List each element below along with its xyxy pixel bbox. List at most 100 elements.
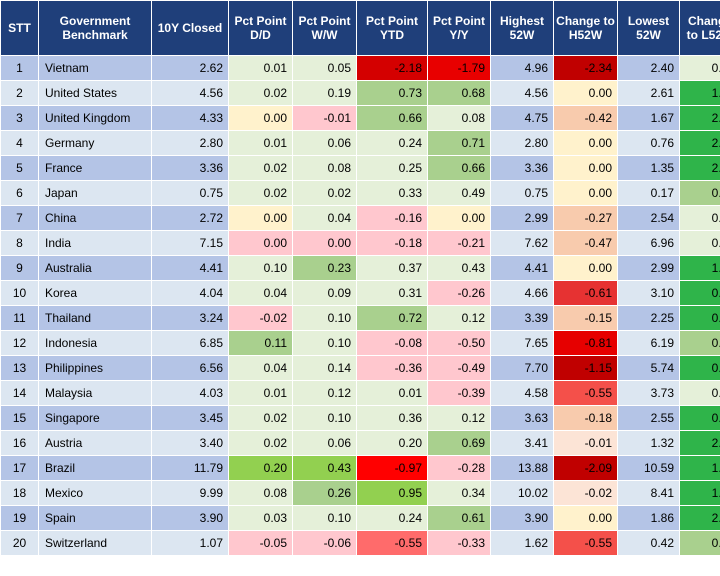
cell-low52: 2.55 (617, 405, 680, 431)
cell-ytd: 0.72 (356, 305, 428, 331)
cell-yy: -0.39 (427, 380, 491, 406)
cell-ytd: 0.24 (356, 505, 428, 531)
cell-ch52: -0.81 (553, 330, 618, 356)
cell-ytd: 0.33 (356, 180, 428, 206)
cell-dd: 0.02 (228, 405, 293, 431)
cell-cl52: 2.66 (679, 105, 720, 131)
cell-stt: 7 (0, 205, 39, 231)
cell-high52: 4.41 (490, 255, 554, 281)
cell-closed: 6.56 (151, 355, 229, 381)
cell-dd: 0.03 (228, 505, 293, 531)
cell-stt: 10 (0, 280, 39, 306)
cell-benchmark: Austria (38, 430, 152, 456)
cell-ytd: 0.66 (356, 105, 428, 131)
cell-low52: 1.32 (617, 430, 680, 456)
cell-dd: 0.10 (228, 255, 293, 281)
cell-yy: 0.12 (427, 305, 491, 331)
cell-ch52: -0.55 (553, 530, 618, 556)
cell-dd: 0.01 (228, 380, 293, 406)
cell-yy: 0.12 (427, 405, 491, 431)
header-stt: STT (0, 0, 39, 56)
cell-high52: 3.90 (490, 505, 554, 531)
cell-ww: 0.06 (292, 430, 357, 456)
cell-dd: 0.02 (228, 155, 293, 181)
cell-closed: 4.33 (151, 105, 229, 131)
cell-closed: 4.56 (151, 80, 229, 106)
cell-ch52: -2.09 (553, 455, 618, 481)
cell-benchmark: Indonesia (38, 330, 152, 356)
cell-ytd: 0.95 (356, 480, 428, 506)
cell-ytd: 0.73 (356, 80, 428, 106)
cell-low52: 10.59 (617, 455, 680, 481)
cell-closed: 3.45 (151, 405, 229, 431)
cell-yy: 0.00 (427, 205, 491, 231)
cell-dd: 0.02 (228, 430, 293, 456)
cell-ch52: -0.47 (553, 230, 618, 256)
cell-yy: 0.34 (427, 480, 491, 506)
cell-stt: 18 (0, 480, 39, 506)
cell-low52: 2.25 (617, 305, 680, 331)
cell-high52: 3.41 (490, 430, 554, 456)
table-row: 14 Malaysia 4.03 0.01 0.12 0.01 -0.39 4.58 -0.55… (0, 380, 720, 406)
cell-benchmark: Thailand (38, 305, 152, 331)
cell-high52: 7.65 (490, 330, 554, 356)
cell-ch52: -0.42 (553, 105, 618, 131)
cell-ytd: -0.16 (356, 205, 428, 231)
cell-yy: 0.66 (427, 155, 491, 181)
cell-low52: 6.19 (617, 330, 680, 356)
cell-high52: 3.36 (490, 155, 554, 181)
cell-ytd: -0.97 (356, 455, 428, 481)
cell-benchmark: Vietnam (38, 55, 152, 81)
cell-closed: 2.62 (151, 55, 229, 81)
cell-yy: -0.28 (427, 455, 491, 481)
cell-yy: -0.50 (427, 330, 491, 356)
cell-cl52: 0.66 (679, 330, 720, 356)
cell-cl52: 2.01 (679, 155, 720, 181)
cell-dd: 0.04 (228, 355, 293, 381)
table-row: 16 Austria 3.40 0.02 0.06 0.20 0.69 3.41 -0.01 1.… (0, 430, 720, 456)
cell-high52: 3.39 (490, 305, 554, 331)
cell-yy: -1.79 (427, 55, 491, 81)
cell-ch52: -0.61 (553, 280, 618, 306)
cell-ch52: -0.55 (553, 380, 618, 406)
cell-yy: 0.08 (427, 105, 491, 131)
cell-yy: -0.33 (427, 530, 491, 556)
cell-low52: 2.99 (617, 255, 680, 281)
cell-benchmark: China (38, 205, 152, 231)
table-row: 13 Philippines 6.56 0.04 0.14 -0.36 -0.49 7.70-… (0, 355, 720, 381)
cell-ww: 0.04 (292, 205, 357, 231)
cell-ww: 0.10 (292, 505, 357, 531)
cell-cl52: 0.22 (679, 55, 720, 81)
cell-yy: 0.68 (427, 80, 491, 106)
cell-high52: 4.58 (490, 380, 554, 406)
cell-dd: -0.02 (228, 305, 293, 331)
cell-low52: 8.41 (617, 480, 680, 506)
cell-ch52: 0.00 (553, 505, 618, 531)
cell-closed: 2.80 (151, 130, 229, 156)
cell-benchmark: Mexico (38, 480, 152, 506)
cell-low52: 1.67 (617, 105, 680, 131)
cell-ww: -0.01 (292, 105, 357, 131)
cell-high52: 2.80 (490, 130, 554, 156)
cell-stt: 13 (0, 355, 39, 381)
cell-dd: 0.00 (228, 105, 293, 131)
cell-cl52: 0.18 (679, 230, 720, 256)
cell-yy: 0.69 (427, 430, 491, 456)
cell-benchmark: Japan (38, 180, 152, 206)
cell-benchmark: Australia (38, 255, 152, 281)
cell-low52: 2.40 (617, 55, 680, 81)
cell-stt: 12 (0, 330, 39, 356)
cell-ch52: 0.00 (553, 130, 618, 156)
cell-stt: 5 (0, 155, 39, 181)
cell-ch52: -0.18 (553, 405, 618, 431)
cell-stt: 16 (0, 430, 39, 456)
cell-benchmark: Philippines (38, 355, 152, 381)
cell-dd: 0.01 (228, 130, 293, 156)
cell-ww: 0.02 (292, 180, 357, 206)
cell-closed: 0.75 (151, 180, 229, 206)
cell-low52: 3.10 (617, 280, 680, 306)
cell-high52: 13.88 (490, 455, 554, 481)
cell-ww: 0.10 (292, 305, 357, 331)
cell-benchmark: United States (38, 80, 152, 106)
cell-low52: 0.42 (617, 530, 680, 556)
